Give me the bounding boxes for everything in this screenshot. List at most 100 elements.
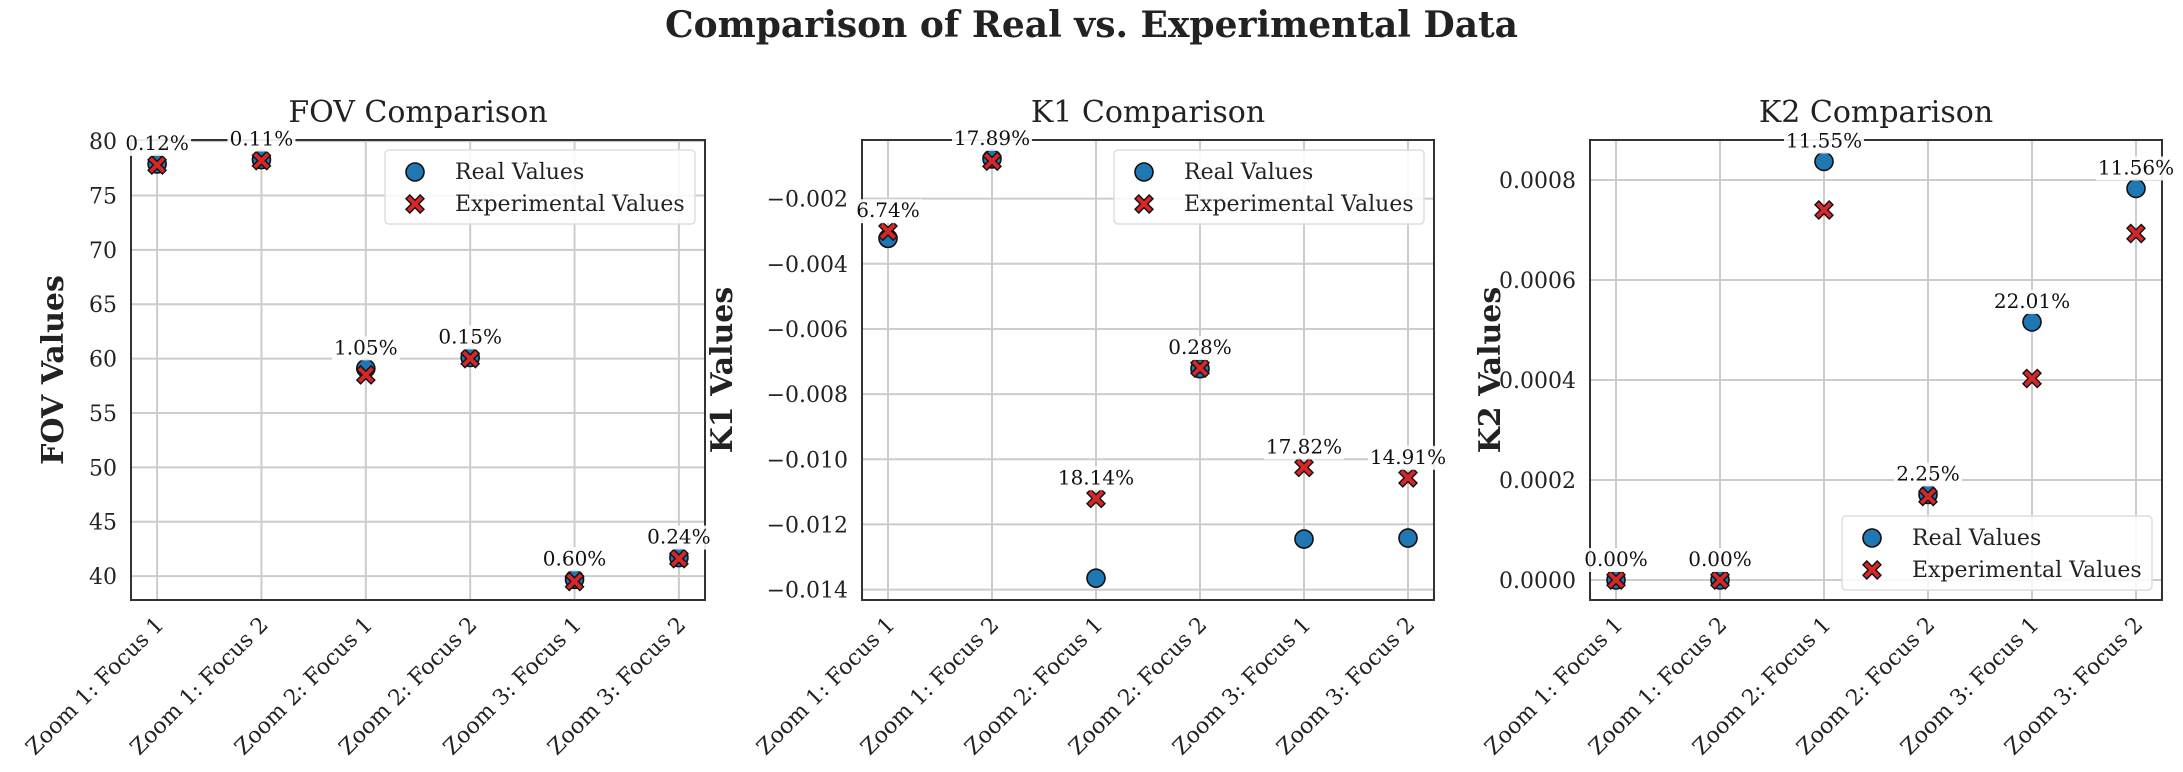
legend-experimental-marker [1134,194,1154,214]
legend-real-label: Real Values [455,160,584,185]
y-tick-label: 0.0000 [1499,569,1576,594]
annotation-background [952,126,1032,151]
annotation-background [331,336,400,361]
y-tick-label: 0.0008 [1499,169,1576,194]
y-tick-label: −0.006 [767,318,848,343]
experimental-value-point [2126,223,2146,244]
percent-difference-label: 17.89% [954,126,1030,150]
real-value-point [1086,568,1106,588]
experimental-value-point [2022,368,2042,389]
experimental-value-point [1814,200,1834,220]
percent-difference-label: 0.11% [230,127,294,151]
percent-difference-label: 0.00% [1584,547,1648,571]
experimental-value-point [251,150,272,171]
legend-experimental-marker [405,194,425,214]
percent-difference-label: 1.05% [334,335,398,359]
legend-box [1113,149,1425,225]
plot-frame [861,139,1435,601]
annotation-background [1264,435,1344,460]
y-tick-label: 0.0006 [1499,269,1576,294]
percent-difference-label: 17.82% [1266,434,1342,458]
percent-difference-label: 0.15% [438,324,502,348]
legend-real-marker [1134,162,1154,182]
legend: Real Values Experimental Values [384,149,696,225]
legend-experimental-marker [1862,560,1882,580]
legend-real-marker [1862,528,1882,548]
legend-real-label: Real Values [1184,160,1313,185]
percent-difference-label: 18.14% [1058,465,1134,489]
chart-panel-1: FOV Comparison FOV Values 40 45 50 55 60 65 70 75… [21,95,713,760]
experimental-value-point [564,571,585,592]
y-tick-label: 80 [89,130,117,155]
legend-experimental-label: Experimental Values [1184,192,1414,217]
real-value-point [2022,312,2042,332]
percent-difference-label: 0.12% [125,131,189,155]
y-tick-label: −0.008 [767,383,848,408]
y-axis-label: K2 Values [1473,287,1508,454]
y-tick-label: 65 [89,293,117,318]
experimental-value-point [147,155,168,175]
annotation-background [540,547,609,572]
real-value-point [1398,528,1418,548]
y-tick-label: −0.004 [767,253,848,278]
real-value-point [2126,178,2146,199]
experimental-value-point [668,548,689,569]
experimental-value-point [355,364,376,385]
legend-experimental-label: Experimental Values [1912,558,2142,583]
annotation-background [123,131,192,156]
experimental-value-point [1918,486,1938,507]
percent-difference-label: 0.60% [543,546,607,570]
y-tick-label: −0.012 [767,513,848,538]
y-axis-label: FOV Values [36,275,71,465]
chart-panel-2: K1 Comparison K1 Values −0.014 −0.012 −0.010… [705,95,1448,760]
y-tick-label: 55 [89,402,117,427]
legend-real-label: Real Values [1912,526,2041,551]
annotation-background [1992,290,2072,314]
percent-difference-label: 0.00% [1688,547,1752,571]
y-tick-label: −0.014 [767,579,848,604]
chart-title: K1 Comparison [1031,95,1265,130]
annotation-background [227,127,296,152]
chart-title: K2 Comparison [1759,95,1993,130]
annotation-background [1368,445,1448,470]
y-tick-label: 75 [89,184,117,209]
annotation-background [1166,336,1234,361]
legend: Real Values Experimental Values [1113,149,1425,225]
annotation-background [644,525,713,550]
percent-difference-label: 22.01% [1994,289,2070,313]
legend: Real Values Experimental Values [1841,515,2153,591]
figure-title: Comparison of Real vs. Experimental Data [665,4,1518,46]
percent-difference-label: 2.25% [1896,462,1960,486]
y-axis-label: K1 Values [705,287,740,454]
y-tick-label: −0.010 [767,448,848,473]
percent-difference-label: 11.55% [1786,129,1862,153]
plot-frame [1589,139,2163,601]
annotation-background [2096,156,2176,181]
experimental-value-point [460,348,481,369]
legend-real-marker [405,162,425,182]
real-value-point [1294,529,1314,549]
annotation-background [854,199,922,224]
chart-panel-3: K2 Comparison K2 Values 0.0000 0.0002 0.0004… [1473,95,2176,760]
annotation-background [1894,462,1962,487]
percent-difference-label: 0.28% [1168,335,1232,359]
y-tick-label: 70 [89,239,117,264]
percent-difference-label: 6.74% [856,198,920,222]
annotation-background [436,325,505,350]
plot-frame [130,139,706,601]
annotation-background [1582,548,1650,572]
y-tick-label: 0.0004 [1499,369,1576,394]
experimental-value-point [982,151,1002,172]
legend-box [1841,515,2153,591]
percent-difference-label: 0.24% [647,525,711,549]
y-tick-label: 40 [89,565,117,590]
y-tick-label: 60 [89,348,117,373]
legend-box [384,149,696,225]
annotation-background [1784,129,1864,154]
annotation-background [1686,548,1754,572]
annotation-background [1056,466,1136,491]
y-tick-label: 50 [89,456,117,481]
real-value-point [1814,151,1834,172]
legend-experimental-label: Experimental Values [455,192,685,217]
